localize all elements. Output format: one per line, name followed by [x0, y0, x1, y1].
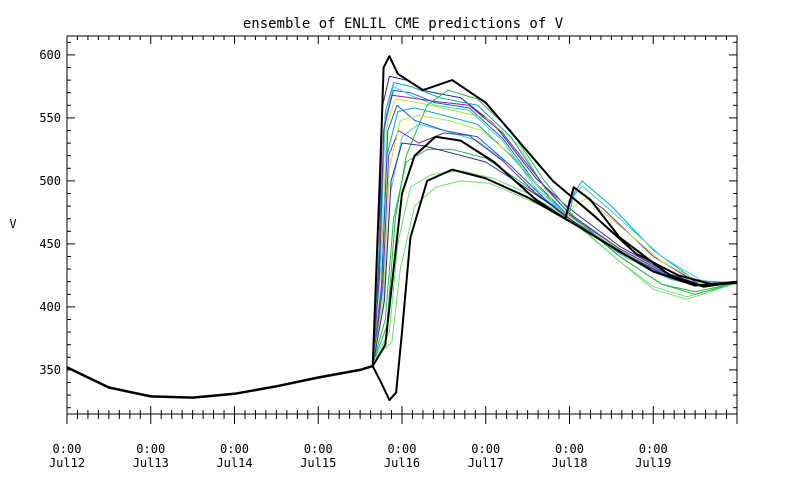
series-line — [372, 170, 738, 363]
series-line — [372, 82, 738, 367]
y-tick-label: 550 — [39, 111, 61, 125]
y-tick-label: 500 — [39, 174, 61, 188]
y-tick-label: 400 — [39, 300, 61, 314]
y-axis-label: V — [9, 217, 16, 231]
x-tick-time: 0:00 — [471, 442, 500, 456]
series-line — [372, 123, 738, 364]
tick-layer: 3504004505005506000:00Jul120:00Jul130:00… — [39, 36, 738, 470]
series-line — [372, 104, 738, 367]
x-tick-date: Jul16 — [384, 456, 420, 470]
series-line — [372, 98, 738, 367]
x-tick-time: 0:00 — [220, 442, 249, 456]
x-tick-date: Jul15 — [300, 456, 336, 470]
series-line — [372, 130, 738, 367]
series-line — [372, 89, 738, 367]
x-tick-date: Jul19 — [635, 456, 671, 470]
series-line — [371, 55, 738, 367]
x-tick-time: 0:00 — [53, 442, 82, 456]
x-tick-date: Jul17 — [468, 456, 504, 470]
series-line — [372, 114, 738, 367]
x-tick-date: Jul18 — [551, 456, 587, 470]
series-line — [372, 94, 738, 367]
x-tick-date: Jul13 — [133, 456, 169, 470]
x-tick-time: 0:00 — [136, 442, 165, 456]
series-line — [372, 85, 738, 367]
x-tick-time: 0:00 — [304, 442, 333, 456]
plot-frame — [66, 35, 738, 415]
y-tick-label: 350 — [39, 363, 61, 377]
series-line — [371, 168, 738, 402]
x-tick-time: 0:00 — [555, 442, 584, 456]
x-tick-date: Jul14 — [216, 456, 252, 470]
series-line — [372, 75, 738, 367]
y-tick-label: 450 — [39, 237, 61, 251]
series-layer — [66, 55, 738, 402]
series-line — [66, 364, 374, 399]
x-tick-time: 0:00 — [639, 442, 668, 456]
x-tick-date: Jul12 — [49, 456, 85, 470]
x-tick-time: 0:00 — [388, 442, 417, 456]
series-line — [372, 89, 738, 364]
y-tick-label: 600 — [39, 48, 61, 62]
series-line — [371, 135, 738, 367]
chart-title: ensemble of ENLIL CME predictions of V — [243, 16, 564, 32]
series-line — [372, 180, 738, 361]
